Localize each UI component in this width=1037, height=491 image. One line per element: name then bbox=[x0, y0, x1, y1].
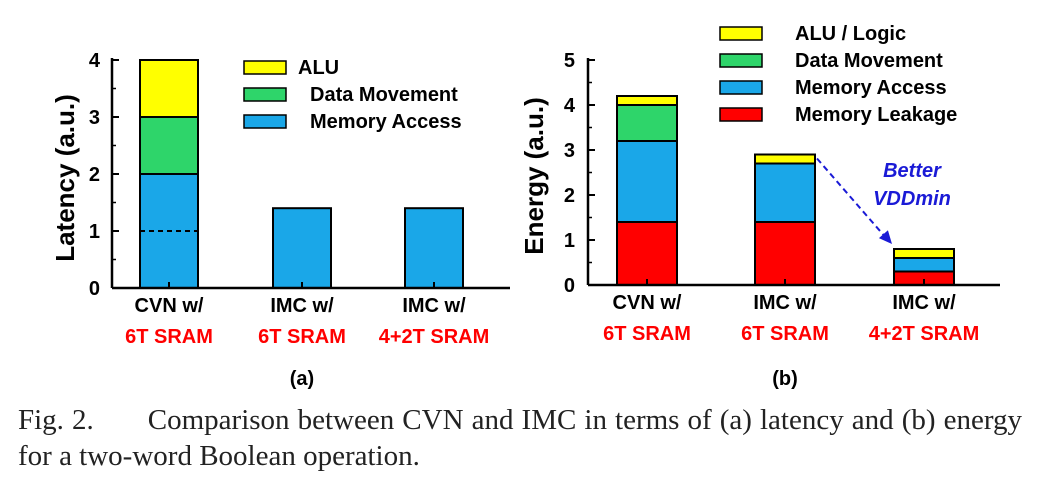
y-tick-label: 0 bbox=[564, 275, 575, 297]
bar-segment-memory-leakage bbox=[616, 221, 678, 286]
legend-swatch bbox=[243, 60, 287, 75]
panel-a-x-categories: CVN w/6T SRAM IMC w/6T SRAM IMC w/4+2T SRA… bbox=[125, 295, 489, 348]
annotation-arrowhead bbox=[878, 230, 892, 244]
caption-text: Comparison between CVN and IMC in terms … bbox=[18, 404, 1022, 472]
legend-label: Memory Access bbox=[795, 77, 947, 99]
bar-segment-memory-access bbox=[272, 207, 332, 289]
bar-segment-memory-access bbox=[616, 140, 678, 223]
panel-b-annotation: Better VDDmin bbox=[816, 157, 951, 244]
panel-a-y-ticks: 0 1 2 3 4 bbox=[89, 50, 101, 300]
legend-label: Data Movement bbox=[795, 50, 943, 72]
legend-label: Memory Access bbox=[310, 111, 462, 133]
legend-label: ALU bbox=[298, 57, 339, 79]
legend-swatch bbox=[719, 80, 763, 95]
bar-segment-alu-logic bbox=[616, 95, 678, 106]
legend-swatch bbox=[243, 87, 287, 102]
panel-a: 0 1 2 3 4 Latency (a.u.) CVN w/6T SRAM IMC w/… bbox=[50, 50, 510, 390]
y-tick-label: 1 bbox=[89, 221, 100, 243]
bar-segment-memory-access bbox=[754, 162, 816, 223]
x-category-line2: 4+2T SRAM bbox=[869, 323, 980, 345]
x-category-line1: CVN w/ bbox=[613, 292, 682, 314]
x-category-line1: IMC w/ bbox=[402, 295, 466, 317]
annotation-line1: Better bbox=[883, 160, 942, 182]
y-tick-label: 1 bbox=[564, 230, 575, 252]
bar-segment-alu-logic bbox=[893, 248, 955, 259]
x-category-line2: 6T SRAM bbox=[741, 323, 829, 345]
panel-b-bars bbox=[616, 95, 955, 286]
bar-segment-alu bbox=[139, 59, 199, 118]
y-tick-label: 4 bbox=[89, 50, 101, 72]
legend-label: ALU / Logic bbox=[795, 23, 906, 45]
y-tick-label: 3 bbox=[564, 140, 575, 162]
annotation-arrow bbox=[816, 157, 888, 240]
panel-b-y-axis-label: Energy (a.u.) bbox=[519, 97, 549, 254]
figure-caption: Fig. 2. Comparison between CVN and IMC in… bbox=[18, 402, 1022, 474]
panel-a-axes bbox=[110, 58, 510, 290]
x-category-line2: 6T SRAM bbox=[258, 326, 346, 348]
panel-b-y-ticks: 0 1 2 3 4 5 bbox=[564, 50, 576, 297]
legend-swatch bbox=[719, 26, 763, 41]
bar-segment-memory-access bbox=[404, 207, 464, 289]
legend-label: Data Movement bbox=[310, 84, 458, 106]
y-tick-label: 5 bbox=[564, 50, 575, 72]
y-tick-label: 0 bbox=[89, 278, 100, 300]
x-category-line2: 6T SRAM bbox=[603, 323, 691, 345]
panel-a-label: (a) bbox=[290, 368, 314, 390]
panel-b-legend: ALU / Logic Data Movement Memory Access Mem… bbox=[719, 23, 957, 126]
figure: 0 1 2 3 4 Latency (a.u.) CVN w/6T SRAM IMC w/… bbox=[50, 23, 1000, 390]
x-category-line1: IMC w/ bbox=[753, 292, 817, 314]
legend-swatch bbox=[243, 114, 287, 129]
bar-segment-data-movement bbox=[616, 104, 678, 142]
caption-label: Fig. 2. bbox=[18, 404, 94, 436]
x-category-line1: IMC w/ bbox=[270, 295, 334, 317]
panel-b-axes bbox=[586, 58, 1000, 287]
panel-b-x-categories: CVN w/6T SRAM IMC w/6T SRAM IMC w/4+2T SRA… bbox=[603, 292, 979, 345]
bar-segment-alu-logic bbox=[754, 153, 816, 165]
x-category-line1: IMC w/ bbox=[892, 292, 956, 314]
panel-b-label: (b) bbox=[772, 368, 798, 390]
bar-segment-memory-access bbox=[893, 257, 955, 273]
bar-segment-data-movement bbox=[139, 116, 199, 175]
y-tick-label: 4 bbox=[564, 95, 576, 117]
x-category-line2: 6T SRAM bbox=[125, 326, 213, 348]
panel-a-y-axis-label: Latency (a.u.) bbox=[50, 94, 80, 262]
y-tick-label: 3 bbox=[89, 107, 100, 129]
legend-label: Memory Leakage bbox=[795, 104, 957, 126]
x-category-line2: 4+2T SRAM bbox=[379, 326, 490, 348]
legend-swatch bbox=[719, 107, 763, 122]
legend-swatch bbox=[719, 53, 763, 68]
annotation-line2: VDDmin bbox=[873, 188, 951, 210]
y-tick-label: 2 bbox=[564, 185, 575, 207]
panel-a-legend: ALU Data Movement Memory Access bbox=[243, 57, 462, 133]
bar-segment-memory-leakage bbox=[754, 221, 816, 286]
y-tick-label: 2 bbox=[89, 164, 100, 186]
panel-a-bars bbox=[139, 59, 464, 289]
x-category-line1: CVN w/ bbox=[135, 295, 204, 317]
panel-b: 0 1 2 3 4 5 Energy (a.u.) CVN w/6T SRAM IMC w/… bbox=[519, 23, 1000, 390]
